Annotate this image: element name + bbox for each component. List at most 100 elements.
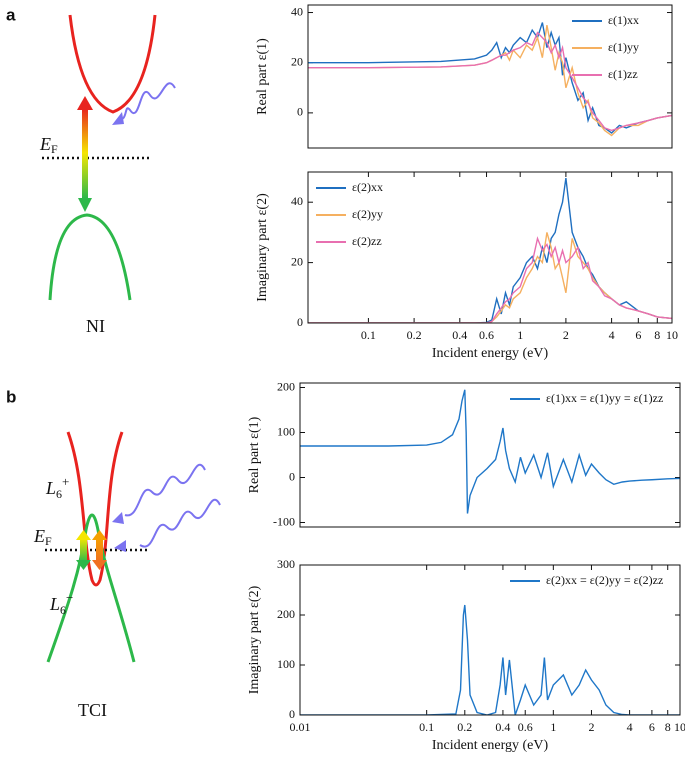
panel-label: b: [6, 387, 16, 406]
arrow-head: [77, 96, 93, 110]
x-tick-label: 0.6: [479, 328, 494, 342]
y-tick-label: 300: [277, 557, 295, 571]
series-line: [300, 604, 680, 715]
x-tick-label: 8: [654, 328, 660, 342]
y-axis-label: Imaginary part ε(2): [255, 193, 270, 302]
photon-head: [112, 512, 124, 524]
legend-label: ε(1)xx: [608, 13, 639, 27]
arrow: [80, 538, 87, 562]
band-red: [66, 431, 124, 587]
chart: 0 20 40 0.1 0.2 0.4 0.6 1 2 4 6 8 10 ε(2)xx ε(2)yy ε(2)…: [255, 171, 678, 361]
x-tick-label: 2: [563, 328, 569, 342]
x-tick-label: 0.1: [361, 328, 376, 342]
x-axis-label: Incident energy (eV): [432, 738, 549, 753]
arrow-head: [78, 198, 92, 212]
x-tick-label: 0.1: [419, 720, 434, 734]
diagram-a: EF NI: [39, 14, 176, 336]
x-axis-label: Incident energy (eV): [432, 346, 549, 361]
symbol: L: [45, 478, 56, 498]
arrow: [96, 538, 103, 562]
superscript: −: [66, 590, 73, 605]
series-line: [308, 31, 672, 132]
fermi-label: EF: [39, 134, 58, 156]
photon-head: [114, 540, 126, 552]
x-tick-label: 10: [674, 720, 685, 734]
valence-band: [48, 213, 132, 301]
plot-frame: [299, 382, 681, 528]
conduction-band: [68, 14, 157, 114]
legend-label: ε(1)zz: [608, 67, 638, 81]
chart: 0 100 200 300 0.01 0.1 0.2 0.4 0.6 1 2 4 6 8 10 ε(2)xx …: [247, 557, 685, 753]
symbol: L: [49, 594, 60, 614]
arrow-head: [76, 530, 91, 540]
x-tick-label: 0.2: [457, 720, 472, 734]
legend-label: ε(2)zz: [352, 234, 382, 248]
y-tick-label: 100: [277, 657, 295, 671]
series-line: [300, 389, 680, 514]
x-tick-label: 0.01: [290, 720, 311, 734]
x-tick-label: 0.4: [495, 720, 510, 734]
y-tick-label: 20: [291, 54, 303, 68]
diagram-b: L6+ L6− EF TCI: [33, 431, 221, 720]
series-line: [308, 236, 672, 323]
y-tick-label: -100: [273, 514, 295, 528]
legend-label: ε(2)yy: [352, 207, 383, 221]
legend-label: ε(1)xx = ε(1)yy = ε(1)zz: [546, 391, 663, 405]
arrow-head: [92, 530, 107, 540]
x-tick-label: 0.6: [518, 720, 533, 734]
plot-frame: [307, 171, 673, 324]
y-axis-label: Imaginary part ε(2): [247, 585, 262, 694]
band-label: L6+: [45, 474, 69, 501]
x-tick-label: 2: [588, 720, 594, 734]
x-tick-label: 1: [517, 328, 523, 342]
y-axis-label: Real part ε(1): [255, 38, 270, 115]
symbol: E: [39, 134, 51, 154]
band-green: [46, 513, 136, 663]
photon: [124, 463, 206, 517]
superscript: +: [62, 474, 69, 489]
chart: 0 20 40 ε(1)xx ε(1)yy ε(1)zz Real part ε(1): [255, 4, 673, 149]
arrow-head: [76, 560, 91, 570]
x-tick-label: 0.4: [452, 328, 467, 342]
x-tick-label: 1: [550, 720, 556, 734]
caption: NI: [86, 316, 105, 336]
y-tick-label: 0: [297, 105, 303, 119]
plot-frame: [307, 4, 673, 149]
y-axis-label: Real part ε(1): [247, 416, 262, 493]
symbol: E: [33, 526, 45, 546]
y-tick-label: 200: [277, 379, 295, 393]
x-tick-label: 8: [665, 720, 671, 734]
x-tick-label: 6: [635, 328, 641, 342]
caption: TCI: [78, 700, 107, 720]
y-tick-label: 0: [289, 707, 295, 721]
photon: [117, 82, 176, 121]
panel-label: a: [6, 5, 16, 24]
series-line: [308, 22, 672, 134]
photon: [139, 498, 221, 548]
y-tick-label: 0: [289, 469, 295, 483]
subscript: 6: [60, 603, 66, 617]
y-tick-label: 200: [277, 607, 295, 621]
legend-label: ε(2)xx = ε(2)yy = ε(2)zz: [546, 573, 663, 587]
subscript: F: [45, 534, 52, 548]
chart: -100 0 100 200 ε(1)xx = ε(1)yy = ε(1)zz Real …: [247, 379, 681, 528]
excitation-arrow: [82, 108, 88, 198]
y-tick-label: 0: [297, 315, 303, 329]
subscript: F: [51, 142, 58, 156]
plot-frame: [299, 564, 681, 716]
legend-label: ε(1)yy: [608, 40, 639, 54]
y-tick-label: 40: [291, 4, 303, 18]
y-tick-label: 20: [291, 254, 303, 268]
y-tick-label: 100: [277, 424, 295, 438]
x-tick-label: 4: [609, 328, 615, 342]
x-tick-label: 4: [627, 720, 633, 734]
fermi-label: EF: [33, 526, 52, 548]
subscript: 6: [56, 487, 62, 501]
arrow-head: [92, 560, 107, 570]
y-tick-label: 40: [291, 194, 303, 208]
x-tick-label: 10: [666, 328, 678, 342]
legend-label: ε(2)xx: [352, 180, 383, 194]
x-tick-label: 0.2: [407, 328, 422, 342]
band-label: L6−: [49, 590, 73, 617]
